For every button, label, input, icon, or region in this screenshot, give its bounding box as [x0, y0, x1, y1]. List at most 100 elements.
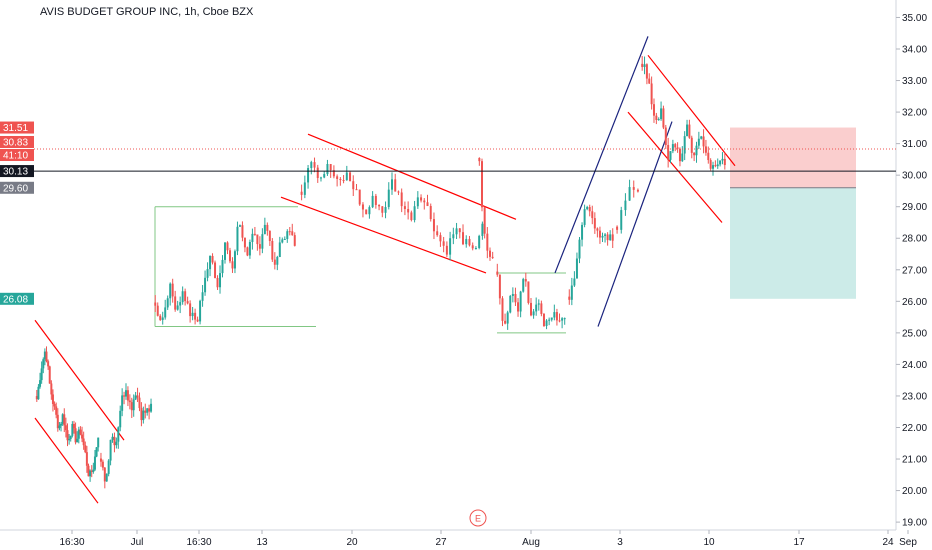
candle-body — [702, 136, 705, 147]
candle-body — [140, 408, 143, 421]
candle-body — [483, 207, 486, 234]
candle-body — [99, 458, 102, 462]
candle-body — [115, 441, 118, 446]
candle-body — [558, 320, 561, 322]
candle-body — [291, 231, 294, 236]
x-tick-label: 24 — [882, 537, 894, 548]
candle-body — [134, 395, 137, 400]
y-tick-label: 33.00 — [902, 76, 927, 87]
x-tick-label: 3 — [617, 537, 623, 548]
candle-body — [423, 200, 426, 203]
candle-body — [481, 161, 483, 208]
candle-body — [714, 165, 717, 167]
candle-body — [130, 402, 133, 411]
candle-body — [68, 439, 71, 441]
candle-body — [204, 277, 207, 293]
candle-body — [352, 181, 355, 190]
price-tag-bg — [0, 181, 34, 194]
x-tick-label: Sep — [899, 537, 917, 548]
candle-body — [563, 318, 566, 320]
candle-body — [690, 137, 693, 153]
candle-body — [504, 320, 507, 324]
candle-body — [394, 179, 397, 192]
y-tick-label: 21.00 — [902, 455, 927, 466]
candle-body — [704, 146, 707, 153]
candle-body — [517, 302, 520, 312]
candle-body — [319, 177, 322, 179]
x-tick-label: 27 — [435, 537, 447, 548]
candle-body — [657, 119, 660, 121]
candle-body — [501, 298, 504, 321]
candle-body — [721, 158, 724, 161]
candle-body — [159, 315, 162, 320]
candle-body — [624, 200, 627, 211]
candle-body — [117, 427, 120, 442]
candle-body — [228, 250, 231, 262]
candle-body — [50, 383, 53, 395]
candle-body — [148, 408, 151, 412]
candle-body — [545, 320, 548, 327]
candle-body — [128, 400, 131, 403]
trend-channel-line — [647, 54, 736, 167]
candle-body — [620, 210, 623, 230]
candle-body — [39, 380, 42, 387]
candle-body — [550, 317, 553, 320]
candle-body — [598, 230, 601, 238]
candle-body — [606, 234, 609, 241]
y-tick-label: 28.00 — [902, 234, 927, 245]
price-tag-label: 31.51 — [3, 123, 28, 134]
candle-body — [211, 255, 214, 263]
candle-body — [707, 152, 710, 161]
candle-body — [84, 445, 87, 453]
candle-body — [524, 279, 527, 282]
candle-body — [511, 293, 514, 297]
candle-body — [276, 256, 279, 265]
candle-body — [436, 231, 439, 236]
y-tick-label: 20.00 — [902, 486, 927, 497]
candle-body — [478, 235, 481, 249]
candle-body — [555, 312, 558, 321]
candle-body — [413, 206, 416, 221]
candle-body — [445, 245, 448, 255]
candle-body — [712, 165, 715, 169]
earnings-marker-label: E — [475, 514, 481, 524]
candle-body — [583, 209, 586, 225]
candle-body — [79, 429, 82, 435]
candle-body — [261, 234, 264, 249]
x-tick-label: 13 — [256, 537, 268, 548]
trend-channel-line — [627, 111, 723, 223]
candle-body — [144, 410, 147, 413]
earnings-marker-circle — [469, 509, 487, 527]
candle-body — [491, 256, 494, 258]
candle-body — [681, 153, 684, 162]
ascending-channel-line — [554, 36, 649, 274]
candle-body — [339, 178, 342, 181]
candle-body — [498, 274, 501, 299]
candle-body — [486, 233, 489, 251]
candle-body — [95, 447, 98, 457]
candle-body — [113, 436, 116, 446]
candle-body — [268, 230, 271, 241]
candle-body — [578, 239, 581, 259]
candle-body — [125, 390, 127, 397]
candle-body — [214, 262, 217, 278]
candle-body — [71, 423, 74, 436]
candle-body — [660, 108, 663, 120]
price-tag-bg — [0, 148, 34, 161]
candle-body — [105, 473, 108, 482]
candle-body — [455, 228, 458, 235]
candle-body — [48, 366, 51, 384]
candle-body — [442, 241, 445, 246]
trend-channel-line — [307, 133, 517, 220]
candle-body — [365, 209, 368, 215]
candle-body — [288, 231, 291, 233]
candle-body — [87, 465, 90, 477]
candle-body — [676, 147, 679, 149]
candle-body — [85, 452, 88, 466]
candle-body — [527, 281, 530, 303]
candle-body — [206, 269, 209, 278]
candle-body — [345, 172, 348, 181]
candle-body — [561, 318, 564, 321]
